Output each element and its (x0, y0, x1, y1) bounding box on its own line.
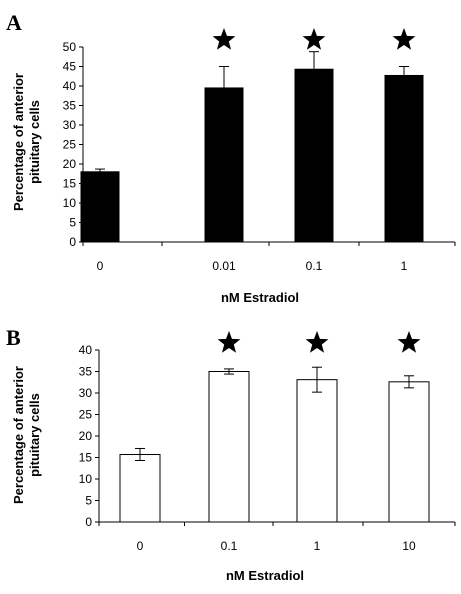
panel-a-y-tick-label: 10 (63, 196, 77, 210)
panel-b-bar (388, 381, 430, 523)
panel-b-y-tick-label: 5 (85, 494, 92, 508)
panel-b-significance-star (217, 331, 241, 353)
panel-a-bar (204, 87, 244, 243)
panel-a-y-tick-label: 15 (63, 177, 77, 191)
panel-a-significance-star (392, 28, 416, 50)
panel-a-y-tick-label: 25 (63, 138, 77, 152)
panel-a-x-tick-label: 0 (97, 259, 104, 273)
panel-a-plot-area: 0 5 10 15 20 25 30 35 40 45 50 0 0.01 0.1 1 (63, 28, 456, 273)
panel-b-y-label-line2: pituitary cells (27, 393, 42, 477)
panel-b-bar (208, 371, 250, 523)
panel-a-y-tick-label: 50 (63, 40, 77, 54)
panel-b-letter: B (6, 325, 21, 350)
panel-b-y-tick-label: 20 (79, 429, 93, 443)
panel-a-bar (80, 171, 120, 243)
panel-b-y-tick-label: 40 (79, 343, 93, 357)
panel-b-y-tick-label: 10 (79, 472, 93, 486)
panel-a-y-tick-label: 0 (69, 235, 76, 249)
panel-a-y-label-line2: pituitary cells (27, 100, 42, 184)
panel-b-chart: B Percentage of anterior pituitary cells… (6, 325, 456, 583)
panel-b-x-axis-label: nM Estradiol (226, 568, 304, 583)
panel-b-y-tick-label: 25 (79, 408, 93, 422)
panel-a-letter: A (6, 10, 22, 35)
panel-a-x-tick-label: 1 (401, 259, 408, 273)
panel-b-x-tick-label: 1 (314, 539, 321, 553)
panel-b-x-tick-label: 0.1 (221, 539, 238, 553)
panel-b-y-axis-label: Percentage of anterior pituitary cells (11, 366, 42, 504)
panel-b-plot-area: 0 5 10 15 20 25 30 35 40 0 0.1 1 10 (79, 331, 456, 553)
panel-a-bar (294, 68, 334, 243)
panel-b-x-tick-label: 10 (402, 539, 416, 553)
panel-a-y-label-line1: Percentage of anterior (11, 73, 26, 211)
panel-a-significance-star (302, 28, 326, 50)
panel-a-chart: A Percentage of anterior pituitary cells… (6, 10, 456, 305)
panel-a-y-tick-label: 35 (63, 99, 77, 113)
panel-a-y-tick-label: 40 (63, 79, 77, 93)
panel-a-x-axis-label: nM Estradiol (221, 290, 299, 305)
panel-a-x-tick-label: 0.01 (212, 259, 236, 273)
panel-b-y-tick-label: 15 (79, 451, 93, 465)
panel-a-y-tick-label: 20 (63, 157, 77, 171)
panel-b-y-tick-label: 0 (85, 515, 92, 529)
panel-b-bar (119, 453, 161, 523)
panel-a-y-tick-label: 5 (69, 216, 76, 230)
panel-a-bar (384, 74, 424, 243)
panel-a-y-tick-label: 45 (63, 60, 77, 74)
panel-b-y-tick-label: 35 (79, 365, 93, 379)
panel-b-bar (296, 379, 338, 523)
panel-a-x-tick-label: 0.1 (306, 259, 323, 273)
panel-b-significance-star (397, 331, 421, 353)
panel-a-significance-star (212, 28, 236, 50)
panel-b-significance-star (305, 331, 329, 353)
panel-b-x-tick-label: 0 (137, 539, 144, 553)
panel-a-y-axis-label: Percentage of anterior pituitary cells (11, 73, 42, 211)
panel-a-y-tick-label: 30 (63, 118, 77, 132)
panel-b-y-label-line1: Percentage of anterior (11, 366, 26, 504)
panel-b-y-tick-label: 30 (79, 386, 93, 400)
